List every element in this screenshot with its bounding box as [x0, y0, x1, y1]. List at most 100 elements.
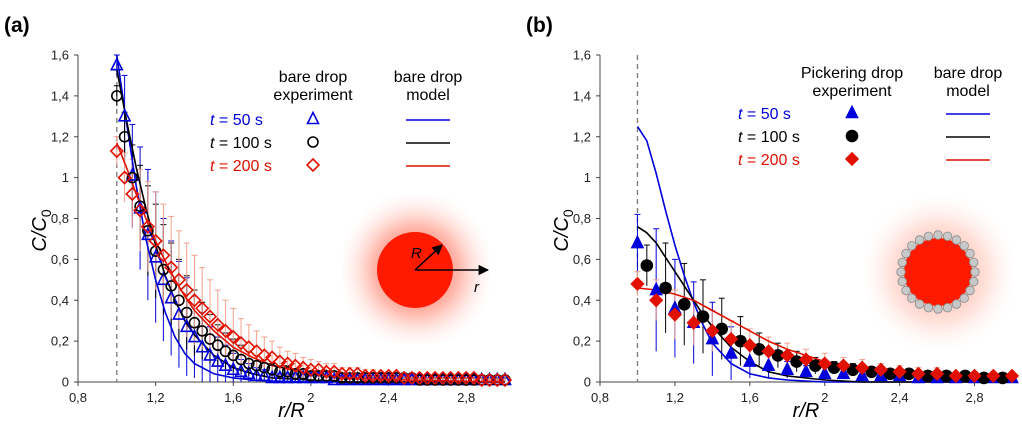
panel-b-data-point [761, 344, 776, 359]
panel-b-x-tick-label: 2 [821, 390, 828, 405]
panel-a-data-point [179, 318, 194, 333]
panel-a-y-tick-label: 1,4 [51, 88, 69, 103]
panel-a-legend-col2-title-1: bare drop [394, 69, 463, 86]
panel-a-data-point [296, 360, 311, 375]
panel-a-data-point [249, 367, 264, 382]
pickering-particle [896, 267, 906, 277]
panel-a-data-point [211, 339, 224, 352]
panel-a-x-tick-label: 2,4 [380, 390, 398, 405]
panel-b-data-point [667, 307, 683, 322]
panel-b-legend-col2-title-1: bare drop [934, 65, 1003, 82]
panel-a-inset-radius-arrow [414, 244, 443, 271]
panel-a-legend-col1-title-2: experiment [273, 87, 353, 104]
panel-a-data-point [125, 167, 140, 181]
panel-b-x-tick-label: 1,2 [666, 390, 684, 405]
panel-a-label: (a) [4, 14, 30, 37]
pickering-particle [923, 303, 934, 313]
panel-b-legend-col1-title-1: Pickering drop [801, 65, 903, 82]
panel-b-legend: Pickering drop experiment bare drop mode… [738, 65, 1002, 169]
panel-a-data-point [265, 369, 279, 384]
panel-a-y-tick-label: 1 [62, 170, 69, 185]
panel-a-data-point [280, 369, 295, 384]
panel-b-y-tick-label: 0,4 [573, 293, 591, 308]
panel-b-data-point [911, 366, 926, 381]
panel-a-data-point [257, 367, 272, 382]
panel-a-data-point [188, 316, 201, 329]
pickering-particle [901, 285, 911, 296]
pickering-particle [897, 276, 908, 287]
panel-b-data-point [705, 323, 720, 339]
panel-a-data-point [241, 340, 256, 355]
panel-a-data-point [466, 370, 482, 386]
panel-a-legend-col2-title-2: model [406, 87, 450, 104]
panel-b-data-point [1004, 368, 1020, 384]
panel-b-data-point [630, 276, 645, 292]
panel-a-data-point [171, 272, 187, 287]
panel-a-data-point [250, 359, 263, 372]
panel-a-data-point [180, 306, 193, 319]
panel-b-data-point [696, 310, 710, 323]
panel-a-data-point [226, 329, 241, 345]
panel-a-data-point [210, 317, 225, 332]
panel-a-data-point [195, 301, 210, 316]
pickering-particle [951, 235, 962, 245]
panel-b-x-tick-label: 2,4 [891, 390, 909, 405]
panel-b-data-point [996, 371, 1009, 385]
panel-b-x-tick-label: 0,8 [591, 390, 609, 405]
panel-a-plot: 0 0,2 0,4 0,6 0,8 1 1,2 1,4 1,6 0,8 1,2 1,6 2 2,4 2,8 r… [29, 48, 513, 422]
panel-b-x-tick-label: 2,8 [966, 390, 984, 405]
panel-b-data-point [817, 356, 832, 371]
panel-b-x-axis-label: r/R [793, 400, 820, 422]
panel-b-legend-marker [845, 104, 859, 119]
panel-b-data-point [892, 364, 907, 379]
panel-a-data-point [280, 356, 295, 371]
panel-a-legend-marker [307, 136, 319, 148]
pickering-particle [965, 248, 975, 259]
panel-a-legend-marker [306, 110, 320, 125]
panel-a-data-point [264, 350, 280, 365]
panel-b-data-point [649, 293, 664, 308]
pickering-particle [942, 231, 953, 242]
panel-a-legend-marker [305, 157, 321, 173]
panel-b-data-point [686, 315, 701, 330]
panel-b-y-tick-label: 1 [584, 170, 591, 185]
panel-a-y-tick-label: 0,8 [51, 211, 69, 226]
panel-a-data-point [118, 130, 131, 143]
pickering-particle [969, 257, 979, 268]
panel-a-data-point [141, 226, 155, 241]
pickering-particle [942, 303, 953, 313]
panel-a-data-point [110, 56, 124, 71]
pickering-particle [901, 248, 911, 259]
panel-a-data-point [164, 260, 179, 275]
panel-b-legend-row-200: t = 200 s [738, 152, 800, 169]
pickering-particle [965, 285, 975, 296]
panel-b-data-point [921, 369, 935, 383]
panel-b-data-point [677, 298, 691, 311]
panel-a-y-tick-label: 0,2 [51, 334, 69, 349]
panel-a-data-point [305, 370, 317, 382]
panel-a-data-point [288, 369, 303, 384]
panel-a-legend-row-200: t = 200 s [210, 158, 272, 175]
panel-a: (a) R r bare drop experiment bare drop m… [4, 14, 513, 422]
panel-a-data-point [243, 357, 255, 370]
panel-a-data-point [164, 289, 178, 304]
panel-a-data-point [204, 333, 216, 345]
panel-a-data-point [111, 90, 123, 102]
panel-a-data-point [257, 348, 272, 363]
panel-a-data-point [126, 171, 139, 184]
pickering-particle [959, 241, 969, 251]
panel-a-data-point [203, 347, 217, 361]
panel-a-data-point [132, 203, 148, 218]
panel-a-y-tick-label: 0,4 [51, 293, 69, 308]
panel-b-data-point [723, 331, 739, 347]
panel-b-data-point [780, 348, 795, 363]
panel-a-inset-R-label: R [411, 245, 422, 262]
panel-a-data-point [134, 200, 146, 213]
panel-a-data-point [148, 233, 163, 249]
panel-b-x-tick-label: 1,6 [741, 390, 759, 405]
pickering-particle [914, 235, 925, 245]
pickering-particle [897, 257, 908, 268]
panel-a-y-tick-label: 1,2 [51, 129, 69, 144]
panel-b-y-tick-label: 1,2 [573, 129, 591, 144]
